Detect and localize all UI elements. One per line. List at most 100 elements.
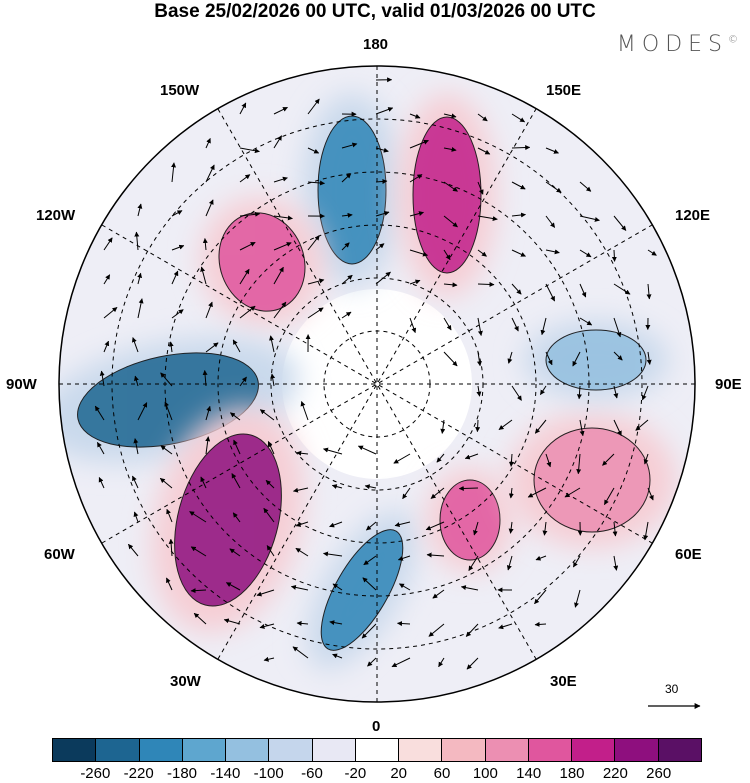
lon-label-180: 180	[363, 36, 389, 53]
wind-arrow	[270, 373, 276, 387]
map-title: Base 25/02/2026 00 UTC, valid 01/03/2026…	[154, 1, 596, 22]
wind-arrow	[307, 147, 320, 154]
wind-arrow	[232, 339, 241, 353]
colorbar-swatch-8	[399, 739, 443, 761]
wind-arrow	[466, 657, 479, 670]
wind-arrow	[579, 283, 587, 298]
wind-arrow	[296, 620, 309, 626]
colorbar-tick-label: -20	[344, 765, 367, 782]
wind-arrow	[511, 385, 522, 401]
wind-arrow	[259, 623, 275, 629]
wind-arrow	[205, 164, 215, 183]
wind-arrow	[160, 445, 173, 455]
wind-arrow	[534, 621, 547, 627]
wind-arrow	[511, 181, 526, 190]
wind-arrow	[189, 511, 207, 523]
wind-arrow	[361, 623, 377, 639]
wind-arrow	[263, 507, 275, 523]
wind-arrow	[341, 311, 352, 319]
wind-arrow	[540, 317, 547, 336]
brand-text: MODES	[616, 32, 728, 57]
wind-arrow	[468, 555, 479, 572]
pole-neutral-area	[282, 289, 472, 479]
anomaly-center-pink-75E	[533, 427, 651, 533]
wind-arrow	[409, 139, 429, 149]
wind-arrow	[269, 335, 275, 353]
wind-arrow	[239, 305, 256, 319]
wind-arrow	[477, 147, 491, 155]
wind-arrow	[273, 215, 293, 221]
colorbar-tick-label: 260	[646, 765, 672, 782]
wind-arrow	[475, 419, 481, 433]
wind-arrow	[391, 657, 411, 668]
colorbar-tick-label: -180	[166, 765, 198, 782]
anomaly-center-blue-180	[317, 115, 387, 265]
wind-arrow	[202, 370, 208, 387]
colorbar-swatch-1	[96, 739, 140, 761]
wind-arrow	[231, 473, 241, 489]
wind-arrow	[273, 301, 287, 319]
wind-arrow	[576, 385, 582, 400]
wind-arrow	[443, 249, 451, 261]
lon-label-150e: 150E	[546, 82, 582, 99]
wind-arrow	[564, 487, 581, 498]
wind-arrow	[323, 447, 343, 455]
wind-arrow	[259, 409, 275, 421]
colorbar-tick-label: 220	[602, 765, 628, 782]
wind-arrow	[635, 419, 649, 431]
wind-arrow	[132, 475, 139, 489]
colorbar-tick-label: -60	[301, 765, 323, 782]
wind-arrow	[307, 307, 324, 319]
wind-arrow	[341, 274, 353, 285]
wind-arrow	[341, 242, 350, 251]
wind-arrow	[646, 283, 652, 300]
wind-arrow	[229, 548, 241, 557]
colorbar-swatch-14	[658, 739, 701, 761]
colorbar-swatch-2	[139, 739, 183, 761]
wind-arrow	[511, 249, 526, 257]
wind-arrow	[166, 577, 173, 591]
wind-arrow	[443, 282, 458, 288]
wind-arrow	[576, 453, 582, 475]
wind-arrow	[168, 538, 174, 557]
wind-arrow	[473, 521, 479, 536]
wind-arrow	[409, 113, 421, 119]
wind-arrow	[430, 487, 445, 499]
wind-arrow	[295, 547, 309, 557]
wind-arrow	[103, 307, 118, 319]
wind-arrow	[393, 453, 411, 464]
wind-arrow	[375, 147, 389, 153]
wind-arrow	[133, 511, 139, 523]
wind-arrow	[545, 249, 560, 255]
wind-arrow	[273, 106, 288, 115]
wind-arrow	[300, 401, 309, 421]
wind-arrow	[602, 453, 615, 466]
wind-arrow	[307, 235, 320, 251]
wind-arrow	[579, 419, 585, 437]
wind-arrow	[239, 376, 247, 387]
colorbar-tick-label: 20	[390, 765, 407, 782]
colorbar-swatch-3	[182, 739, 227, 761]
colorbar-swatch-13	[615, 739, 659, 761]
wind-arrow	[643, 521, 649, 541]
lon-label-90w: 90W	[6, 376, 37, 393]
wind-arrow	[103, 274, 111, 285]
wind-arrow	[103, 340, 110, 353]
wind-arrow	[137, 272, 143, 285]
colorbar-tick-label: 180	[559, 765, 585, 782]
wind-arrow	[265, 480, 275, 489]
wind-arrow	[375, 243, 385, 251]
wind-arrow	[341, 212, 353, 218]
wind-arrow	[613, 215, 627, 231]
wind-arrow	[477, 113, 488, 122]
wind-arrow	[134, 375, 139, 387]
wind-arrow	[273, 242, 292, 251]
wind-arrow	[613, 419, 622, 436]
wind-arrow	[290, 584, 309, 591]
wind-arrow	[545, 351, 553, 366]
wind-arrow	[506, 555, 513, 571]
colorbar-swatch-4	[226, 739, 270, 761]
wind-arrow	[307, 98, 320, 115]
wind-arrow	[579, 215, 600, 222]
